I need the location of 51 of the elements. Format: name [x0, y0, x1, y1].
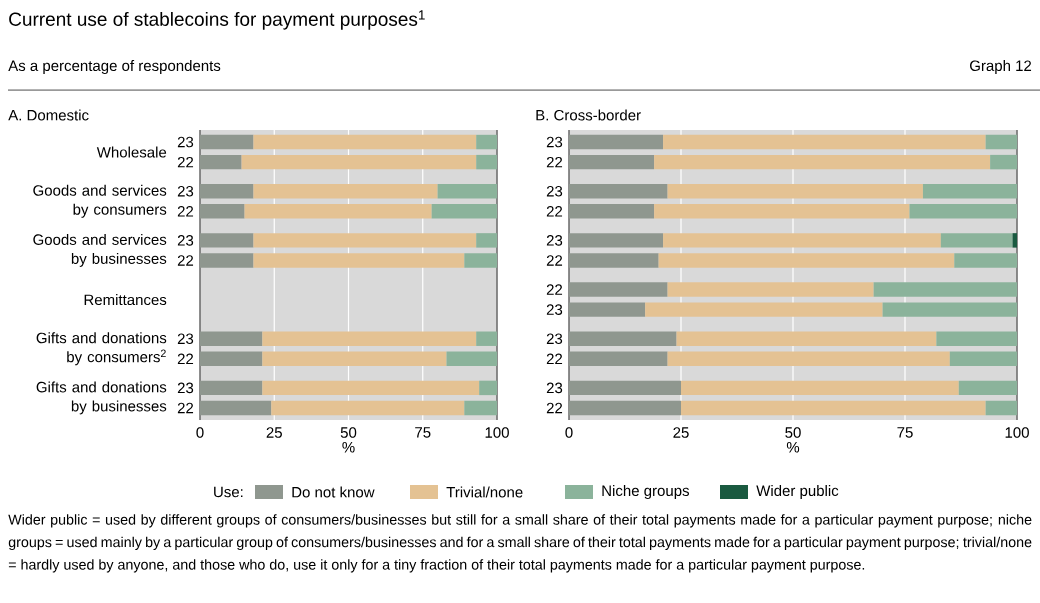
y-tick-label: 22: [546, 284, 563, 295]
x-tick-label: 75: [897, 427, 913, 438]
chart-title: B. Cross-border: [536, 109, 641, 121]
y-tick-label: 22: [546, 206, 563, 217]
y-tick-label: 22: [177, 402, 194, 414]
caption: Graph 12: [970, 60, 1032, 74]
y-tick-label: 23: [546, 136, 563, 148]
x-axis-title: %: [342, 442, 355, 453]
y-tick-label: 22: [546, 255, 563, 266]
y-tick-label: 22: [177, 156, 194, 168]
x-tick-label: 25: [266, 427, 282, 438]
text: As a percentage of respondents: [8, 60, 221, 74]
y-tick-label: 23: [177, 235, 194, 246]
text: Gifts and donations by businesses: [36, 381, 167, 415]
y-tick-label: 23: [546, 333, 563, 345]
x-tick-label: 100: [1005, 427, 1029, 438]
x-tick-label: 50: [340, 427, 357, 438]
text: Current use of stablecoins for payment purposes$^{1}$: [9, 10, 425, 30]
legend-title: Use:: [214, 486, 243, 498]
legend-label: Wider public: [756, 485, 839, 499]
x-axis-title: %: [786, 442, 800, 453]
y-tick-label: 22: [177, 255, 194, 266]
y-tick-label: 23: [177, 136, 194, 148]
y-tick-label: 22: [546, 156, 563, 168]
text: Wider public = used by different groups of consumers/businesses but still for a small share of their total payments made for a particular payment purpose; niche groups = used mainly by a particular group of consumers/businesses and for a small share of their total payments made for a particular payment purpose; trivial/none = hardly used by anyone, and those who do, use it only for a tiny fraction of their total payments made for a particular payment purpose.: [8, 514, 1032, 573]
y-tick-label: 22: [546, 353, 563, 365]
text: Wholesale: [96, 146, 167, 158]
y-tick-label: 23: [546, 185, 563, 197]
text: Gifts and donations by consumers$^{2}$: [36, 332, 167, 366]
y-tick-label: 23: [177, 185, 194, 197]
y-tick-label: 23: [546, 304, 563, 315]
legend-label: Do not know: [292, 486, 375, 498]
text: A. Domestic: [8, 109, 89, 121]
legend-label: Trivial/none: [446, 486, 523, 498]
y-tick-label: 23: [177, 333, 194, 345]
x-tick-label: 50: [785, 427, 801, 438]
y-tick-label: 22: [177, 206, 194, 217]
text: Remittances: [84, 294, 167, 306]
y-tick-label: 23: [546, 382, 563, 394]
x-tick-label: 0: [565, 427, 573, 438]
legend-label: Niche groups: [602, 485, 690, 499]
text: Goods and services by consumers: [33, 184, 167, 218]
y-tick-label: 22: [546, 402, 563, 414]
y-tick-label: 23: [546, 235, 563, 246]
text: Goods and services by businesses: [33, 233, 167, 267]
y-tick-label: 22: [177, 353, 194, 365]
x-tick-label: 100: [485, 427, 509, 438]
x-tick-label: 75: [415, 427, 431, 438]
x-tick-label: 0: [196, 427, 204, 438]
x-tick-label: 25: [673, 427, 689, 438]
y-tick-label: 23: [177, 382, 194, 394]
